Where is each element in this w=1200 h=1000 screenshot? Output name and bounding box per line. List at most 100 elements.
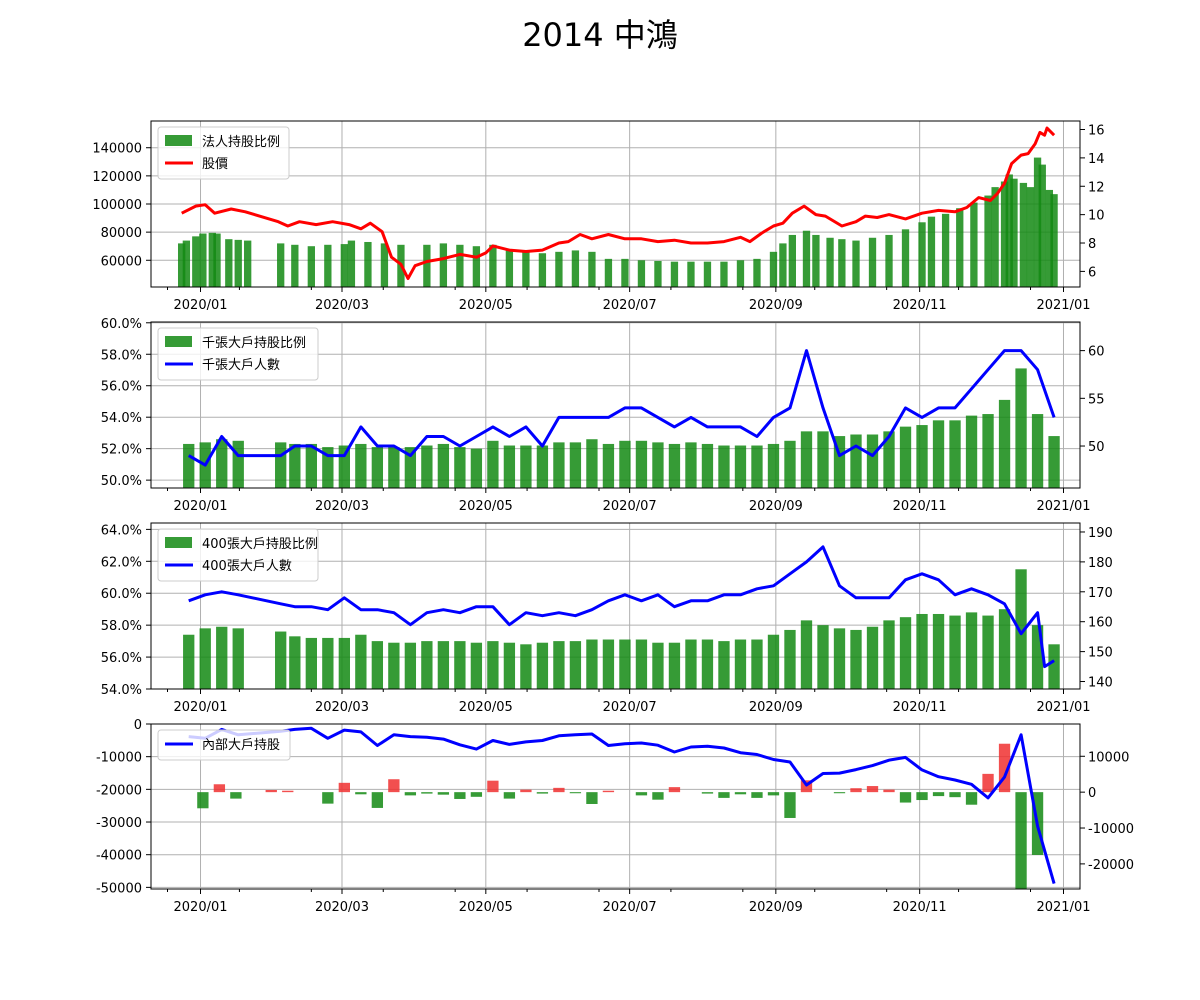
bar (833, 628, 846, 689)
bar (234, 239, 242, 287)
x-tick-label: 2020/09 (749, 298, 803, 313)
bar (784, 629, 796, 689)
x-tick-label: 2020/09 (749, 700, 803, 715)
bar (784, 440, 796, 488)
legend-swatch-bar (165, 336, 192, 347)
bar (1050, 194, 1058, 287)
bar (324, 244, 332, 287)
y-left-tick-label: 56.0% (101, 651, 142, 666)
y-left-tick-label: 120000 (92, 170, 142, 185)
y-left-tick-label: 50.0% (101, 474, 142, 489)
x-tick-label: 2021/01 (1036, 499, 1090, 514)
panel-insider-holdings: -50000 -40000 -30000 -20000 -10000 0 -20000 -10… (96, 718, 1134, 915)
bar (183, 634, 195, 689)
x-tick-label: 2020/03 (315, 700, 369, 715)
bar (536, 445, 549, 488)
bar (949, 615, 961, 689)
bar (454, 792, 466, 799)
x-tick-label: 2020/11 (893, 298, 947, 313)
bar (232, 440, 244, 488)
bar (275, 442, 287, 488)
x-tick-label: 2020/09 (749, 900, 803, 915)
bar (932, 420, 945, 488)
bar (800, 431, 813, 488)
y-left-tick-label: 62.0% (101, 555, 142, 570)
bar (1033, 157, 1042, 287)
bar (470, 792, 483, 797)
bar (800, 620, 813, 689)
bar (1031, 625, 1044, 689)
bar (520, 789, 532, 793)
x-tick-label: 2020/01 (174, 298, 228, 313)
axes-frame (150, 321, 1081, 489)
bar (1005, 174, 1013, 287)
bar (307, 246, 315, 287)
y-right-tick-label: 190 (1088, 526, 1113, 541)
bar (635, 792, 648, 796)
bar (454, 641, 466, 689)
y-left-tick-label: -20000 (96, 783, 142, 798)
y-left-tick-label: 64.0% (101, 523, 142, 538)
bar (277, 243, 285, 287)
bar (1015, 792, 1027, 889)
bar (1015, 569, 1027, 689)
bar (569, 442, 582, 488)
bar (991, 187, 999, 287)
x-tick-label: 2020/11 (893, 700, 947, 715)
bar (536, 792, 549, 794)
bar (338, 637, 351, 689)
x-tick-label: 2021/01 (1036, 700, 1090, 715)
bar (838, 239, 846, 287)
y-left-tick-label: 58.0% (101, 619, 142, 634)
bar (553, 787, 565, 793)
bar (216, 626, 228, 689)
bar (456, 244, 464, 287)
bar (305, 443, 317, 488)
bar (916, 425, 928, 488)
bar (388, 447, 400, 488)
bar (604, 258, 613, 287)
series-line (181, 126, 1056, 280)
bar (489, 244, 497, 287)
y-right-tick-label: 8 (1088, 237, 1096, 252)
bar (718, 792, 730, 798)
bar (588, 251, 596, 287)
bar (637, 260, 646, 287)
bar (265, 790, 277, 793)
y-right-tick-label: 6 (1088, 265, 1096, 280)
bar (685, 639, 697, 689)
bar (916, 792, 928, 801)
bar (767, 634, 780, 689)
x-tick-label: 2020/05 (459, 298, 513, 313)
bar (289, 443, 301, 488)
y-right-tick-label: 60 (1088, 345, 1105, 360)
y-left-tick-label: -50000 (96, 881, 142, 896)
bar (982, 773, 994, 793)
bar (371, 447, 384, 488)
bar (736, 260, 745, 287)
legend-label: 400張大戶人數 (202, 559, 292, 574)
bar (767, 443, 780, 488)
bar (767, 792, 780, 796)
bar (982, 615, 994, 689)
bar (998, 399, 1011, 488)
bar (199, 628, 211, 689)
bar (850, 629, 862, 689)
bar (586, 639, 598, 689)
legend: 內部大戶持股 (157, 729, 291, 761)
legend: 400張大戶持股比例 400張大戶人數 (157, 528, 319, 582)
x-tick-label: 2020/11 (893, 499, 947, 514)
bar (305, 637, 317, 689)
x-tick-label: 2020/03 (315, 900, 369, 915)
x-tick-label: 2020/03 (315, 499, 369, 514)
bar (670, 261, 679, 287)
y-right-tick-label: 170 (1088, 586, 1113, 601)
panel-1000-lot-holders: 50.0% 52.0% 54.0% 56.0% 58.0% 60.0% 50 55 60 2020… (101, 317, 1105, 514)
x-tick-label: 2020/01 (174, 900, 228, 915)
bar (536, 642, 549, 689)
plot-area (183, 545, 1060, 689)
bar (734, 792, 747, 795)
bar (965, 792, 978, 805)
